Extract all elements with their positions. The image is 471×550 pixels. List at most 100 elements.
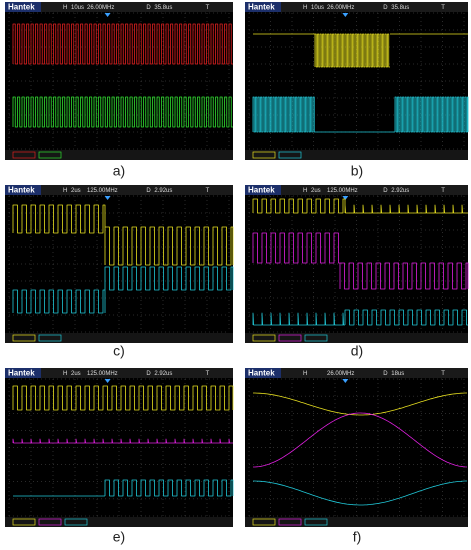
channel-box	[278, 151, 302, 159]
delay: 2.92us	[391, 188, 409, 194]
scope-screen: Hantek H 2us 125.00MHz D 2.92us T	[245, 185, 469, 343]
status-bar: Hantek H 26.00MHz D 18us T	[245, 368, 468, 378]
status-bar: Hantek H 2us 125.00MHz D 2.92us T	[5, 185, 233, 195]
delay-key: D	[146, 371, 151, 377]
brand: Hantek	[248, 369, 275, 378]
brand-bg	[5, 185, 41, 195]
panel-label: b)	[351, 163, 363, 179]
brand-bg	[5, 2, 41, 12]
channel-box	[38, 151, 62, 159]
timebase: 10us	[71, 5, 84, 11]
channel-box	[252, 518, 276, 526]
scope-screen: Hantek H 10us 26.00MHz D 35.8us T	[245, 2, 469, 160]
sample-rate: 125.00MHz	[327, 188, 358, 194]
h-key: H	[63, 188, 67, 194]
trigger-key: T	[441, 188, 445, 194]
waveform	[253, 392, 467, 416]
waveform	[252, 96, 469, 133]
h-key: H	[303, 371, 307, 377]
scope-screen: Hantek H 10us 26.00MHz D 35.8us T	[5, 2, 233, 160]
brand-bg	[245, 185, 281, 195]
h-key: H	[63, 371, 67, 377]
channel-box	[252, 334, 276, 342]
delay: 35.8us	[154, 5, 172, 11]
channel-box	[252, 151, 276, 159]
delay-key: D	[146, 188, 151, 194]
waveform	[253, 412, 468, 468]
bottom-bar	[5, 150, 233, 160]
channel-box	[38, 518, 62, 526]
timebase: 2us	[71, 371, 81, 377]
status-bar: Hantek H 2us 125.00MHz D 2.92us T	[5, 368, 233, 378]
delay-key: D	[383, 5, 388, 11]
channel-box	[12, 334, 36, 342]
channel-box	[64, 518, 88, 526]
channel-box	[278, 518, 302, 526]
waveform	[12, 23, 233, 65]
bottom-bar	[245, 333, 468, 343]
delay-key: D	[146, 5, 151, 11]
timebase: 10us	[311, 5, 324, 11]
sample-rate: 125.00MHz	[87, 188, 118, 194]
trigger-key: T	[441, 5, 445, 11]
brand: Hantek	[248, 3, 275, 12]
trigger-marker	[104, 196, 111, 200]
brand: Hantek	[8, 369, 35, 378]
panel-label: c)	[113, 343, 125, 359]
channel-box	[304, 334, 328, 342]
panel-label: a)	[113, 163, 125, 179]
delay-key: D	[383, 188, 388, 194]
trigger-marker	[342, 379, 349, 383]
brand-bg	[245, 2, 281, 12]
scope-screen: Hantek H 2us 125.00MHz D 2.92us T	[5, 368, 234, 527]
waveform	[12, 266, 234, 314]
channel-box	[12, 518, 36, 526]
channel-box	[304, 518, 328, 526]
panel-label: f)	[353, 529, 362, 545]
brand: Hantek	[8, 186, 35, 195]
sample-rate: 26.00MHz	[327, 371, 354, 377]
brand-bg	[245, 368, 281, 378]
sample-rate: 125.00MHz	[87, 371, 118, 377]
trigger-key: T	[441, 371, 445, 377]
bottom-bar	[245, 517, 468, 527]
trigger-marker	[342, 196, 349, 200]
status-bg	[5, 2, 233, 12]
waveform	[12, 96, 233, 128]
waveform	[253, 480, 467, 506]
scope-screen: Hantek H 2us 125.00MHz D 2.92us T	[5, 185, 234, 343]
sample-rate: 26.00MHz	[327, 5, 354, 11]
waveform	[252, 232, 469, 290]
trigger-key: T	[206, 188, 210, 194]
waveform	[12, 385, 234, 411]
status-bg	[245, 185, 468, 195]
bottom-bar	[5, 333, 233, 343]
waveform	[253, 33, 468, 68]
h-key: H	[63, 5, 67, 11]
panel-label: e)	[113, 529, 125, 545]
bottom-bar	[245, 150, 468, 160]
status-bar: Hantek H 10us 26.00MHz D 35.8us T	[5, 2, 233, 12]
panel-label: d)	[351, 343, 363, 359]
delay: 35.8us	[391, 5, 409, 11]
bottom-bar	[5, 517, 233, 527]
trigger-key: T	[206, 371, 210, 377]
waveform	[252, 198, 468, 214]
delay-key: D	[383, 371, 388, 377]
channel-box	[278, 334, 302, 342]
status-bg	[245, 2, 468, 12]
delay: 18us	[391, 371, 404, 377]
status-bg	[5, 185, 233, 195]
h-key: H	[303, 5, 307, 11]
timebase: 2us	[311, 188, 321, 194]
status-bg	[5, 368, 233, 378]
brand-bg	[5, 368, 41, 378]
channel-box	[38, 334, 62, 342]
status-bar: Hantek H 2us 125.00MHz D 2.92us T	[245, 185, 468, 195]
status-bg	[245, 368, 468, 378]
h-key: H	[303, 188, 307, 194]
waveform	[12, 438, 233, 444]
trigger-marker	[104, 379, 111, 383]
